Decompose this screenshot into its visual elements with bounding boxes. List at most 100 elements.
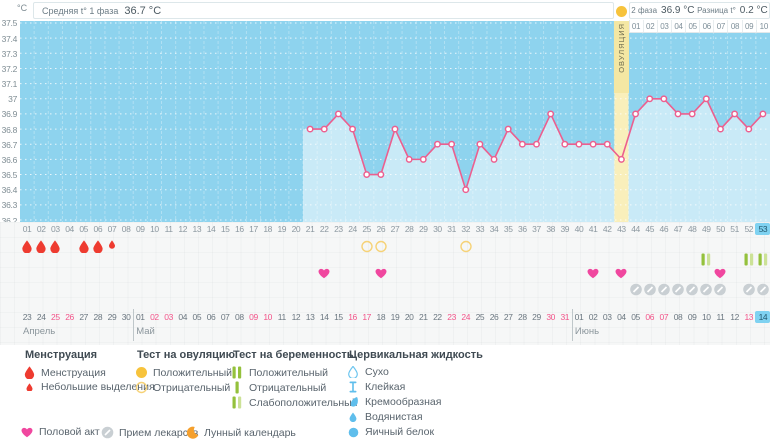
date-cell[interactable]: 26 xyxy=(65,312,74,322)
date-cell[interactable]: 24 xyxy=(461,312,471,322)
date-cell[interactable]: 09 xyxy=(687,312,697,322)
medication-icon[interactable] xyxy=(714,283,727,296)
date-cell[interactable]: 10 xyxy=(701,312,711,322)
temp-point[interactable] xyxy=(306,125,314,133)
date-cell[interactable]: 22 xyxy=(433,312,442,322)
temp-point[interactable] xyxy=(660,95,668,103)
temp-point[interactable] xyxy=(702,95,710,103)
date-cell[interactable]: 26 xyxy=(489,312,499,322)
cycle-day-cell[interactable]: 20 xyxy=(291,224,301,234)
medication-icon[interactable] xyxy=(756,283,769,296)
temp-point[interactable] xyxy=(419,155,427,163)
date-cell[interactable]: 09 xyxy=(249,312,258,322)
intercourse-icon[interactable] xyxy=(318,268,330,279)
date-cell[interactable]: 08 xyxy=(673,312,683,322)
temp-point[interactable] xyxy=(617,155,625,163)
menstruation-icon[interactable] xyxy=(36,240,47,254)
menstruation-light-icon[interactable] xyxy=(108,240,115,249)
ovulation-test-negative-icon[interactable] xyxy=(360,240,373,253)
intercourse-icon[interactable] xyxy=(714,268,726,279)
current-date-cell[interactable]: 14 xyxy=(755,311,770,323)
temp-point[interactable] xyxy=(462,186,470,194)
menstruation-icon[interactable] xyxy=(78,240,89,254)
date-cell[interactable]: 13 xyxy=(305,312,315,322)
pregnancy-test-weak-positive-icon[interactable] xyxy=(758,253,768,266)
cycle-day-cell[interactable]: 23 xyxy=(334,224,343,234)
cycle-day-cell[interactable]: 13 xyxy=(192,224,202,234)
temp-point[interactable] xyxy=(448,140,456,148)
temp-point[interactable] xyxy=(349,125,356,133)
date-cell[interactable]: 04 xyxy=(617,312,626,322)
cycle-day-cell[interactable]: 35 xyxy=(503,224,513,234)
cycle-day-cell[interactable]: 39 xyxy=(560,224,570,234)
temp-point[interactable] xyxy=(391,125,399,133)
cycle-day-cell[interactable]: 36 xyxy=(518,224,527,234)
date-cell[interactable]: 11 xyxy=(277,312,286,322)
cycle-day-cell[interactable]: 16 xyxy=(235,224,244,234)
medication-icon[interactable] xyxy=(686,283,699,296)
date-cell[interactable]: 12 xyxy=(291,312,301,322)
medication-icon[interactable] xyxy=(657,283,670,296)
cycle-day-cell[interactable]: 48 xyxy=(687,224,697,234)
temp-point[interactable] xyxy=(717,125,724,133)
pregnancy-test-weak-positive-icon[interactable] xyxy=(744,253,754,266)
cycle-day-cell[interactable]: 24 xyxy=(348,224,357,234)
cycle-day-cell[interactable]: 02 xyxy=(36,224,46,234)
temp-point[interactable] xyxy=(476,140,484,148)
cycle-day-cell[interactable]: 05 xyxy=(79,224,88,234)
date-cell[interactable]: 05 xyxy=(192,312,202,322)
temp-point[interactable] xyxy=(603,140,611,148)
temp-point[interactable] xyxy=(632,110,640,118)
temp-point[interactable] xyxy=(731,110,739,118)
temp-point[interactable] xyxy=(589,140,597,148)
temp-point[interactable] xyxy=(434,140,441,148)
date-cell[interactable]: 02 xyxy=(150,312,159,322)
cycle-day-cell[interactable]: 07 xyxy=(107,224,117,234)
date-cell[interactable]: 07 xyxy=(220,312,230,322)
cycle-day-cell[interactable]: 34 xyxy=(489,224,499,234)
cycle-day-cell[interactable]: 15 xyxy=(220,224,230,234)
temp-point[interactable] xyxy=(575,140,583,148)
medication-icon[interactable] xyxy=(629,283,642,296)
cycle-day-cell[interactable]: 46 xyxy=(659,224,669,234)
cycle-day-cell[interactable]: 04 xyxy=(65,224,74,234)
cycle-day-cell[interactable]: 40 xyxy=(574,224,584,234)
cycle-day-cell[interactable]: 08 xyxy=(121,224,131,234)
menstruation-icon[interactable] xyxy=(50,240,61,254)
date-cell[interactable]: 18 xyxy=(376,312,386,322)
temperature-chart[interactable] xyxy=(20,21,770,222)
temp-point[interactable] xyxy=(504,125,512,133)
cycle-day-cell[interactable]: 12 xyxy=(178,224,188,234)
temp-point[interactable] xyxy=(405,155,413,163)
cycle-day-cell[interactable]: 18 xyxy=(263,224,272,234)
date-cell[interactable]: 29 xyxy=(107,312,117,322)
date-cell[interactable]: 12 xyxy=(730,312,739,322)
temp-point[interactable] xyxy=(363,171,371,178)
date-cell[interactable]: 13 xyxy=(744,312,754,322)
temp-point[interactable] xyxy=(377,171,385,178)
temp-point[interactable] xyxy=(745,125,753,133)
date-cell[interactable]: 05 xyxy=(631,312,640,322)
cycle-day-cell[interactable]: 27 xyxy=(390,224,400,234)
date-cell[interactable]: 01 xyxy=(135,312,145,322)
ovulation-test-negative-icon[interactable] xyxy=(374,240,387,253)
date-cell[interactable]: 25 xyxy=(475,312,485,322)
date-cell[interactable]: 24 xyxy=(36,312,46,322)
date-cell[interactable]: 23 xyxy=(447,312,456,322)
cycle-day-cell[interactable]: 14 xyxy=(206,224,216,234)
temp-point[interactable] xyxy=(518,140,526,148)
date-cell[interactable]: 07 xyxy=(659,312,669,322)
cycle-day-cell[interactable]: 45 xyxy=(645,224,655,234)
temp-point[interactable] xyxy=(759,110,767,118)
date-cell[interactable]: 28 xyxy=(518,312,527,322)
date-cell[interactable]: 20 xyxy=(404,312,414,322)
temp-point[interactable] xyxy=(561,140,569,148)
date-cell[interactable]: 06 xyxy=(645,312,655,322)
cycle-day-cell[interactable]: 29 xyxy=(418,224,428,234)
cycle-day-cell[interactable]: 10 xyxy=(150,224,159,234)
date-cell[interactable]: 30 xyxy=(121,312,131,322)
cycle-day-cell[interactable]: 22 xyxy=(319,224,329,234)
date-cell[interactable]: 16 xyxy=(348,312,357,322)
cycle-day-cell[interactable]: 52 xyxy=(744,224,754,234)
date-cell[interactable]: 27 xyxy=(79,312,88,322)
